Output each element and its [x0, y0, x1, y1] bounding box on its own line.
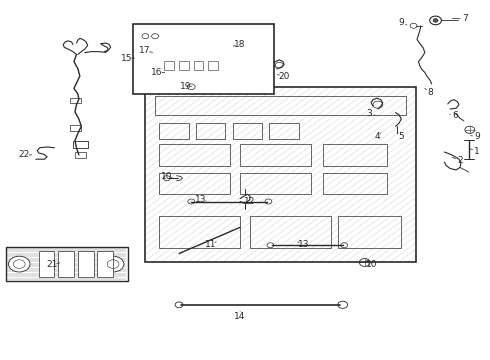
Bar	[145, 87, 416, 262]
Circle shape	[8, 256, 30, 272]
Text: 4: 4	[374, 132, 380, 141]
Bar	[250, 216, 331, 248]
Bar	[233, 123, 262, 139]
Text: 20: 20	[278, 72, 290, 81]
Bar	[270, 123, 299, 139]
Text: 1: 1	[474, 147, 480, 156]
Text: 9: 9	[398, 18, 404, 27]
Bar	[70, 125, 81, 131]
Text: 2: 2	[457, 156, 463, 165]
Text: 18: 18	[234, 40, 246, 49]
Bar	[240, 173, 311, 194]
Text: 13: 13	[298, 240, 309, 249]
Bar	[78, 251, 94, 277]
Bar	[98, 251, 113, 277]
Bar	[159, 173, 230, 194]
Text: 17: 17	[139, 46, 150, 55]
Bar	[164, 61, 174, 69]
Text: 21: 21	[47, 260, 58, 269]
Text: 5: 5	[398, 132, 404, 141]
Text: 16: 16	[151, 68, 163, 77]
Text: 22: 22	[19, 150, 30, 159]
Text: 13: 13	[196, 195, 207, 204]
Text: 3: 3	[367, 109, 372, 118]
Bar	[323, 173, 387, 194]
Bar	[159, 216, 240, 248]
Bar	[73, 140, 88, 148]
Bar	[208, 61, 218, 69]
Bar	[39, 251, 54, 277]
Text: 8: 8	[428, 87, 434, 96]
Bar	[5, 247, 128, 281]
Text: 14: 14	[234, 312, 246, 321]
Bar	[133, 24, 274, 94]
Text: 10: 10	[161, 172, 172, 181]
Bar	[196, 123, 225, 139]
Bar	[75, 152, 86, 158]
Text: 15: 15	[121, 54, 132, 63]
Text: 10: 10	[367, 260, 378, 269]
Bar	[338, 216, 401, 248]
Bar	[58, 251, 74, 277]
Bar	[323, 144, 387, 166]
Bar	[179, 61, 189, 69]
Bar	[194, 61, 203, 69]
Bar	[159, 144, 230, 166]
Text: 6: 6	[452, 111, 458, 120]
Text: 19: 19	[180, 82, 191, 91]
Bar	[70, 98, 81, 103]
Text: 9: 9	[474, 132, 480, 141]
Text: 12: 12	[244, 197, 256, 206]
Bar	[159, 123, 189, 139]
Circle shape	[433, 19, 438, 22]
Bar	[155, 96, 406, 116]
Circle shape	[102, 256, 124, 272]
Bar	[240, 144, 311, 166]
Text: 7: 7	[462, 14, 468, 23]
Text: 11: 11	[205, 240, 217, 249]
